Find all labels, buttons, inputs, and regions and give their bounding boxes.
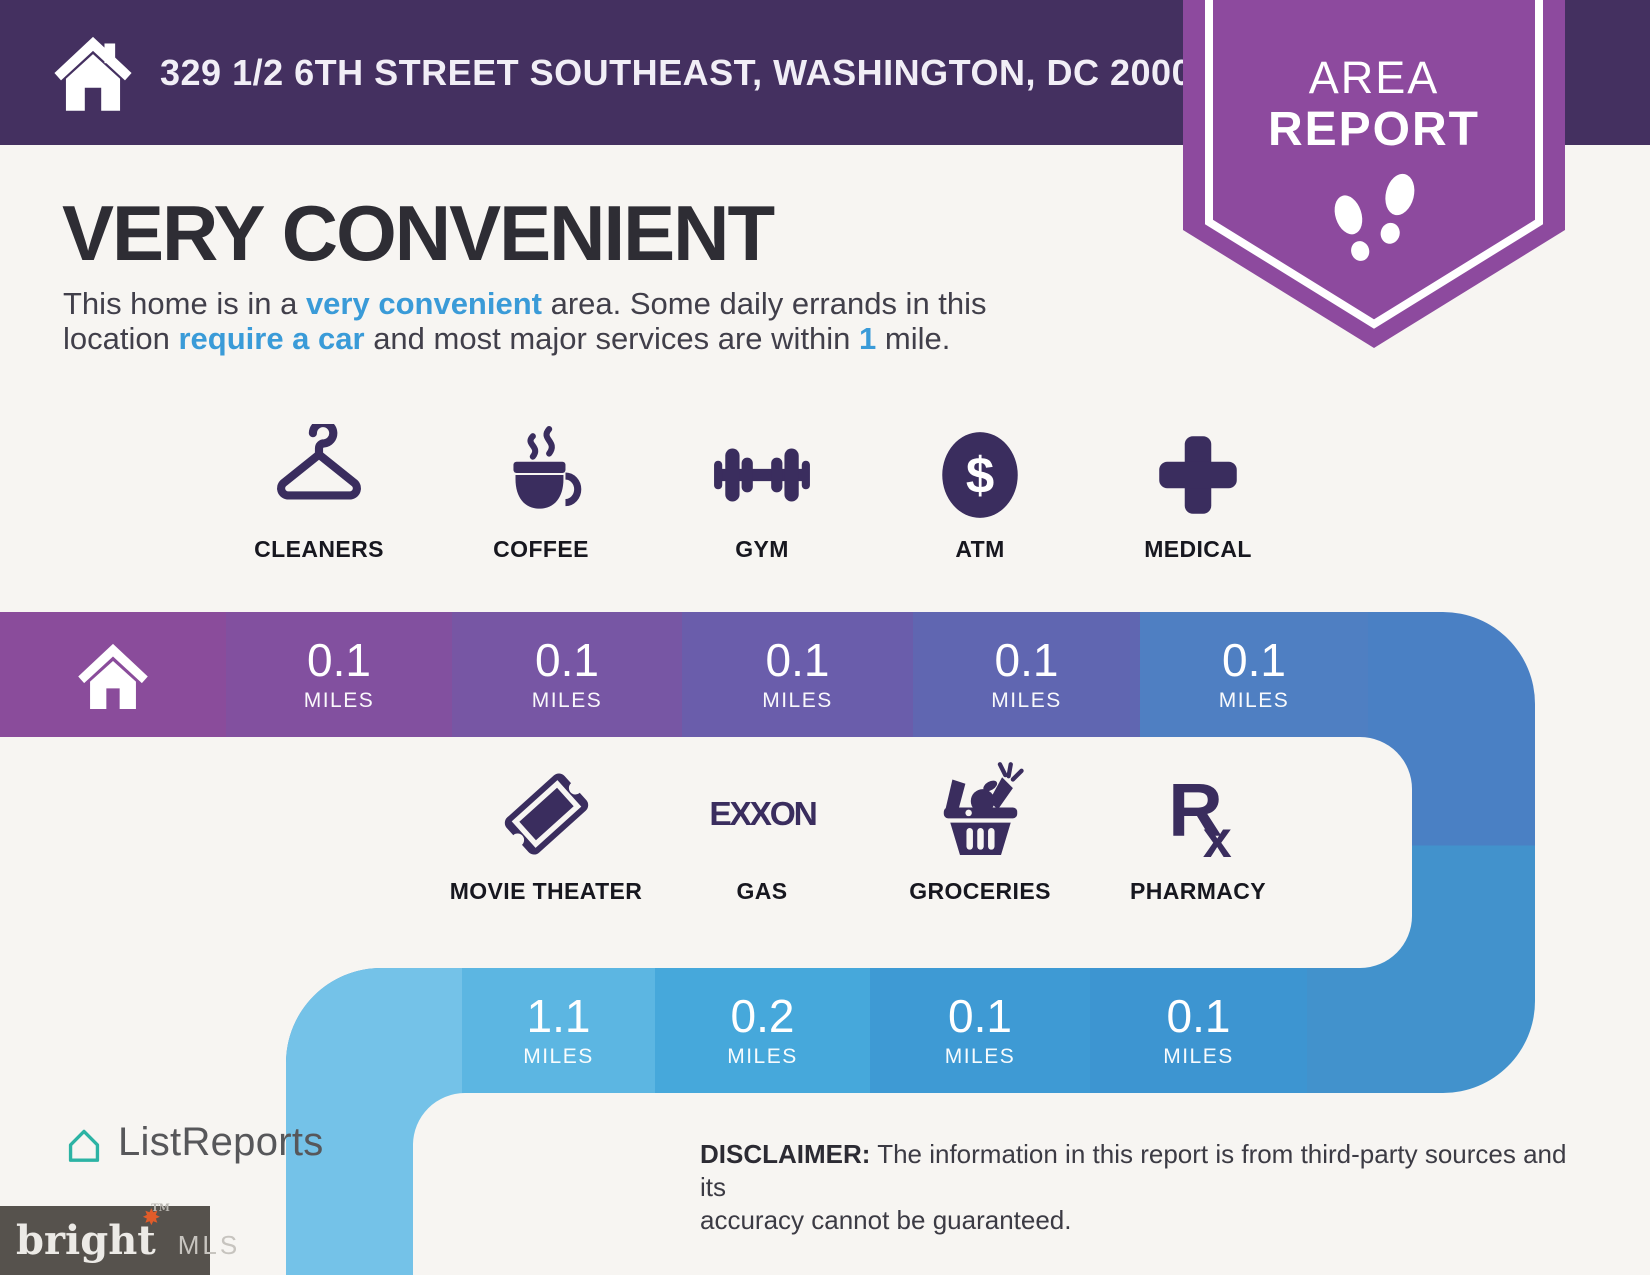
medical-cross-icon	[1159, 436, 1237, 514]
bar1-segment-medical: 0.1 MILES	[1140, 612, 1368, 737]
bar1-segment-cleaners: 0.1 MILES	[226, 612, 452, 737]
distance-value: 0.1	[994, 633, 1059, 686]
highlight-require-a-car: require a car	[178, 321, 365, 356]
poi-gas: EXXON GAS	[632, 760, 892, 905]
distance-bar-row2: 1.1 MILES 0.2 MILES 0.1 MILES 0.1 MILES	[286, 968, 1535, 1093]
footprints-icon	[1334, 173, 1415, 261]
poi-label-gym: GYM	[735, 536, 789, 562]
poi-medical: MEDICAL	[1068, 424, 1328, 563]
home-icon	[78, 643, 148, 709]
poi-label-gas: GAS	[736, 878, 788, 904]
poi-label-groceries: GROCERIES	[909, 878, 1051, 904]
distance-unit: MILES	[991, 688, 1062, 712]
poi-label-medical: MEDICAL	[1144, 536, 1252, 562]
highlight-very-convenient: very convenient	[305, 286, 542, 321]
svg-text:$: $	[966, 446, 994, 503]
svg-text:EXXON: EXXON	[709, 796, 815, 833]
poi-groceries: GROCERIES	[850, 760, 1110, 905]
poi-movie-theater: MOVIE THEATER	[416, 760, 676, 905]
distance-value: 0.1	[1166, 989, 1231, 1042]
page-title: VERY CONVENIENT	[62, 189, 775, 277]
rx-icon: R x	[1168, 769, 1232, 868]
description-line1: This home is in a very convenient area. …	[63, 286, 987, 321]
poi-pharmacy: R x PHARMACY	[1068, 760, 1328, 905]
row2-white-card	[410, 737, 1412, 968]
badge-pennant-shape	[1183, 0, 1565, 348]
svg-text:R: R	[1168, 769, 1223, 853]
distance-value: 0.1	[765, 633, 830, 686]
dumbbell-icon	[714, 448, 810, 502]
maple-leaf-icon: ✸	[143, 1205, 160, 1229]
bar2-left-tail	[286, 968, 462, 1093]
svg-text:x: x	[1202, 810, 1231, 868]
listreports-house-icon	[68, 1129, 100, 1162]
bar2-segment-gas: 0.2 MILES	[655, 968, 870, 1093]
distance-unit: MILES	[762, 688, 833, 712]
distance-value: 0.1	[1222, 633, 1286, 686]
poi-label-coffee: COFFEE	[493, 536, 589, 562]
distance-bar-row1: 0.1 MILES 0.1 MILES 0.1 MILES 0.1 MILES …	[0, 612, 1535, 737]
description-line2: location require a car and most major se…	[63, 321, 951, 356]
disclaimer-text: DISCLAIMER: The information in this repo…	[700, 1138, 1580, 1237]
poi-label-movie-theater: MOVIE THEATER	[449, 878, 643, 904]
hanger-icon	[277, 424, 361, 500]
distance-unit: MILES	[944, 1044, 1016, 1068]
poi-label-atm: ATM	[955, 536, 1005, 562]
listreports-wordmark: ListReports	[118, 1119, 324, 1164]
path-fillet-mask	[413, 1093, 523, 1203]
property-address: 329 1/2 6TH STREET SOUTHEAST, WASHINGTON…	[160, 51, 1213, 93]
bar2-segment-groceries: 0.1 MILES	[870, 968, 1090, 1093]
bar2-segment-movie-theater: 1.1 MILES	[462, 968, 655, 1093]
coffee-icon	[513, 426, 582, 509]
bright-wordmark: bright ✸ TM	[16, 1203, 170, 1264]
path-tail-strip	[286, 1093, 413, 1275]
disclaimer-line1: DISCLAIMER: The information in this repo…	[700, 1139, 1567, 1202]
bar1-segment-gym: 0.1 MILES	[682, 612, 913, 737]
poi-cleaners: CLEANERS	[189, 424, 449, 563]
distance-unit: MILES	[523, 1044, 594, 1068]
poi-coffee: COFFEE	[411, 424, 671, 563]
listreports-logo: ListReports	[60, 1118, 324, 1166]
poi-label-pharmacy: PHARMACY	[1129, 878, 1267, 904]
distance-unit: MILES	[727, 1044, 798, 1068]
distance-value: 1.1	[526, 989, 591, 1042]
area-report-badge: AREA REPORT	[1183, 0, 1565, 352]
home-icon	[54, 36, 132, 111]
distance-unit: MILES	[1163, 1044, 1234, 1068]
bar1-segment-atm: 0.1 MILES	[913, 612, 1140, 737]
bar2-segment-pharmacy: 0.1 MILES	[1090, 968, 1307, 1093]
distance-value: 0.1	[307, 633, 371, 686]
badge-title-line1: AREA	[1308, 52, 1440, 103]
highlight-one-mile: 1	[859, 321, 877, 356]
disclaimer-label: DISCLAIMER:	[700, 1139, 871, 1169]
badge-title-line2: REPORT	[1267, 103, 1480, 156]
grocery-basket-icon	[943, 762, 1024, 856]
exxon-logo: EXXON	[709, 796, 818, 833]
dollar-circle-icon: $	[942, 432, 1018, 518]
distance-unit: MILES	[531, 688, 603, 712]
distance-unit: MILES	[1218, 688, 1290, 712]
distance-value: 0.1	[948, 989, 1012, 1042]
distance-value: 0.1	[535, 633, 599, 686]
movie-ticket-icon	[504, 773, 588, 855]
distance-unit: MILES	[303, 688, 375, 712]
disclaimer-line2: accuracy cannot be guaranteed.	[700, 1205, 1072, 1235]
bar1-home-segment	[0, 612, 226, 737]
bar1-segment-coffee: 0.1 MILES	[452, 612, 682, 737]
poi-gym: GYM	[632, 424, 892, 563]
mls-wordmark: MLS	[177, 1230, 241, 1260]
distance-value: 0.2	[730, 989, 795, 1042]
bright-mls-logo: bright ✸ TM MLS	[0, 1203, 237, 1275]
convenience-description: This home is in a very convenient area. …	[63, 286, 987, 356]
poi-label-cleaners: CLEANERS	[254, 536, 384, 562]
poi-atm: $ ATM	[850, 424, 1110, 563]
